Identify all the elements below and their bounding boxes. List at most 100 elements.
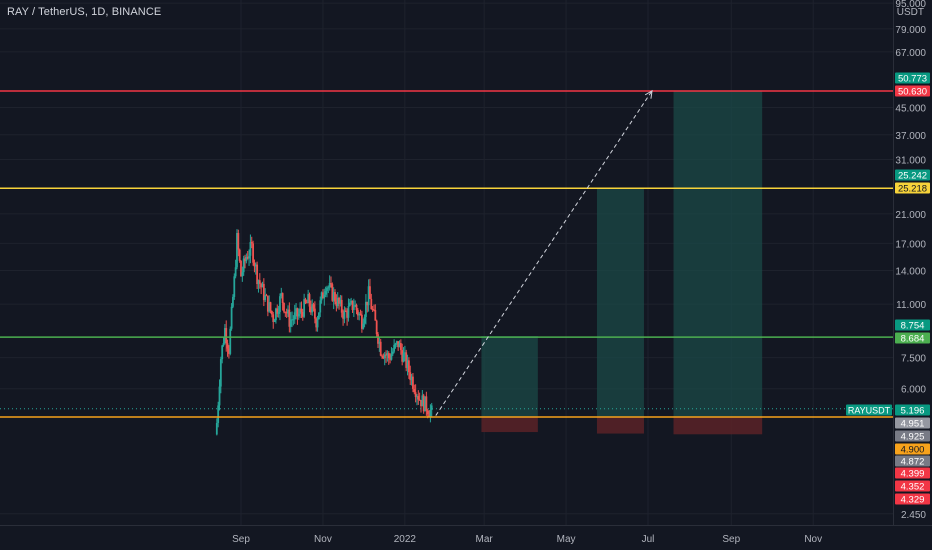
candle-body — [402, 353, 405, 362]
price-tick-label: 21.000 — [895, 210, 926, 221]
candle-body — [386, 353, 389, 356]
candle-body — [429, 410, 432, 417]
candle-body — [363, 316, 366, 324]
price-badge-text: 4.329 — [901, 495, 925, 506]
candle-body — [414, 392, 417, 398]
candle-body — [221, 345, 224, 360]
candle-body — [336, 297, 339, 307]
candle-body — [334, 292, 336, 302]
candle-body — [285, 311, 288, 314]
time-tick-label: Sep — [232, 534, 250, 545]
candle-body — [268, 302, 271, 312]
candle-body — [390, 354, 393, 360]
candle-body — [379, 341, 382, 356]
candle-body — [236, 233, 238, 268]
price-badge — [895, 467, 930, 479]
price-tick-label: 79.000 — [895, 25, 926, 36]
candle-body — [292, 319, 295, 321]
candle-body — [304, 299, 307, 303]
candle-body — [346, 311, 349, 318]
price-badge-text: 5.196 — [901, 406, 925, 417]
price-badge — [895, 455, 930, 467]
price-badge-text: 8.754 — [901, 321, 925, 332]
candle-body — [248, 255, 250, 259]
candle-body — [406, 360, 409, 368]
candle-body — [283, 302, 285, 312]
price-badge — [895, 169, 930, 181]
candle-body — [399, 343, 402, 351]
candle-body — [305, 302, 308, 304]
candle-body — [257, 280, 260, 285]
candle-body — [215, 422, 218, 435]
price-badge-text: 25.242 — [898, 171, 927, 182]
candle-body — [324, 291, 327, 295]
candle-body — [238, 249, 241, 261]
candle-body — [295, 308, 297, 313]
candle-body — [403, 352, 406, 354]
candle-body — [369, 286, 371, 299]
candle-body — [223, 328, 226, 344]
candle-body — [418, 399, 421, 401]
price-badge-text: 4.900 — [901, 445, 925, 456]
price-badge — [895, 443, 930, 455]
price-badge-text: 4.872 — [901, 457, 925, 468]
candle-body — [261, 283, 264, 288]
price-tick-label: 37.000 — [895, 131, 926, 142]
candle-body — [375, 320, 378, 335]
price-badge — [895, 332, 930, 344]
candle-body — [344, 310, 347, 312]
candle-body — [289, 319, 292, 327]
candle-body — [228, 348, 230, 354]
candle-body — [428, 414, 430, 417]
candle-body — [347, 305, 350, 318]
price-badge — [895, 182, 930, 194]
time-tick-label: Sep — [722, 534, 740, 545]
candle-body — [253, 262, 256, 267]
price-tick-label: 11.000 — [896, 300, 926, 311]
price-badge-text: 4.399 — [901, 469, 925, 480]
candle-body — [348, 302, 351, 306]
candle-body — [330, 283, 332, 285]
candle-body — [252, 243, 254, 263]
time-tick-label: Mar — [476, 534, 494, 545]
candles-layer — [215, 229, 433, 436]
candle-body — [323, 294, 326, 299]
candle-body — [308, 294, 311, 307]
candle-body — [230, 306, 233, 329]
candle-body — [309, 306, 312, 313]
candle-body — [240, 260, 242, 277]
candle-body — [307, 294, 310, 304]
candle-body — [387, 353, 390, 359]
price-badge-text: 4.352 — [901, 482, 925, 493]
price-badge-text: 4.925 — [901, 432, 925, 443]
price-tick-label: 14.000 — [895, 266, 926, 277]
candle-body — [293, 312, 296, 320]
candle-body — [273, 320, 276, 323]
price-tick-label: 95.000 — [895, 0, 926, 10]
candle-body — [249, 242, 252, 256]
candle-body — [370, 298, 373, 310]
candle-body — [365, 301, 367, 317]
candle-body — [266, 295, 269, 312]
candle-body — [256, 264, 259, 285]
stop-zone-2 — [596, 417, 644, 434]
candle-body — [229, 328, 232, 354]
candle-body — [393, 344, 396, 352]
candle-body — [332, 292, 335, 301]
candle-body — [356, 310, 359, 316]
candle-body — [424, 396, 426, 412]
candle-body — [276, 308, 279, 314]
candle-body — [301, 311, 304, 317]
price-tick-label: 6.000 — [901, 385, 926, 396]
candle-body — [316, 319, 319, 328]
candle-body — [327, 287, 330, 289]
candle-body — [397, 341, 400, 348]
candle-body — [287, 309, 289, 314]
candle-body — [430, 405, 433, 411]
candle-body — [217, 405, 220, 423]
candle-body — [421, 395, 424, 407]
candle-body — [394, 343, 397, 345]
